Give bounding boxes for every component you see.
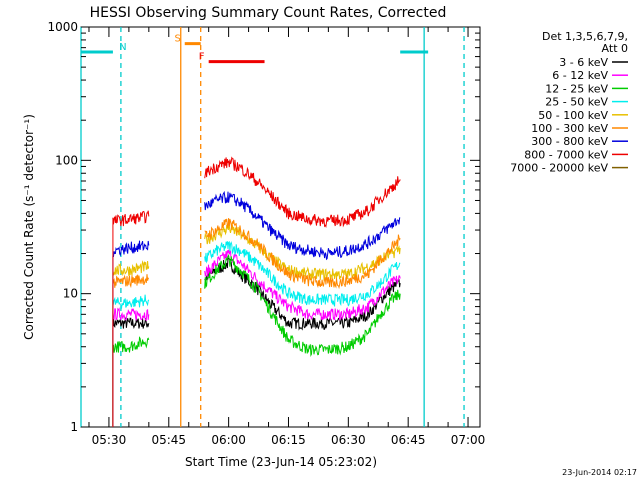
- annotation-label-F: F: [199, 52, 205, 63]
- footer-timestamp: 23-Jun-2014 02:17: [562, 468, 637, 477]
- y-tick-label-0: 1: [70, 420, 78, 434]
- legend-label-3: 25 - 50 keV: [545, 96, 608, 109]
- annotation-label-S: S: [175, 34, 181, 45]
- series-line-1-0: [112, 307, 150, 322]
- x-tick-label-2: 06:00: [211, 433, 246, 447]
- series-line-2-0: [112, 336, 150, 353]
- series-line-7-1: [204, 156, 401, 229]
- series-line-5-0: [112, 274, 150, 289]
- legend-label-6: 300 - 800 keV: [531, 135, 608, 148]
- y-tick-label-2: 100: [55, 153, 78, 167]
- series-line-6-1: [204, 190, 401, 261]
- annotation-layer: N S F: [81, 34, 429, 64]
- x-tick-label-6: 07:00: [451, 433, 486, 447]
- plot-frame: [80, 26, 481, 428]
- series-line-5-1: [204, 218, 401, 290]
- legend-label-2: 12 - 25 keV: [545, 82, 608, 95]
- series-line-1-1: [204, 249, 401, 321]
- x-axis-label: Start Time (23-Jun-14 05:23:02): [185, 455, 377, 469]
- series-line-2-1: [204, 253, 401, 357]
- axes-layer: 1 10 100 1000 05:30 05:45 06:00 06:15 06:30 06:45…: [47, 20, 485, 447]
- y-tick-label-1: 10: [63, 287, 78, 301]
- legend-label-4: 50 - 100 keV: [538, 109, 608, 122]
- x-tick-label-5: 06:45: [391, 433, 426, 447]
- legend-header-1: Att 0: [602, 42, 628, 55]
- x-tick-label-3: 06:15: [271, 433, 306, 447]
- series-line-7-0: [112, 210, 150, 227]
- series-layer: [112, 156, 401, 427]
- y-axis-label: Corrected Count Rate (s⁻¹ detector⁻¹): [22, 114, 36, 340]
- series-line-0-0: [112, 316, 150, 330]
- vline-layer: [80, 27, 465, 427]
- series-line-3-0: [112, 294, 150, 309]
- legend-label-5: 100 - 300 keV: [531, 122, 608, 135]
- series-line-3-1: [204, 240, 401, 308]
- y-tick-label-3: 1000: [47, 20, 78, 34]
- legend-label-1: 6 - 12 keV: [552, 69, 608, 82]
- annotation-label-N: N: [119, 42, 126, 53]
- x-tick-label-4: 06:30: [331, 433, 366, 447]
- series-line-6-0: [112, 240, 150, 258]
- x-tick-label-1: 05:45: [151, 433, 186, 447]
- x-tick-label-0: 05:30: [92, 433, 127, 447]
- legend-label-0: 3 - 6 keV: [559, 56, 608, 69]
- legend-label-8: 7000 - 20000 keV: [510, 162, 608, 175]
- series-line-4-0: [112, 260, 150, 277]
- chart-title: HESSI Observing Summary Count Rates, Cor…: [90, 5, 447, 21]
- legend-label-7: 800 - 7000 keV: [524, 148, 608, 161]
- legend-header-0: Det 1,3,5,6,7,9,: [542, 30, 628, 43]
